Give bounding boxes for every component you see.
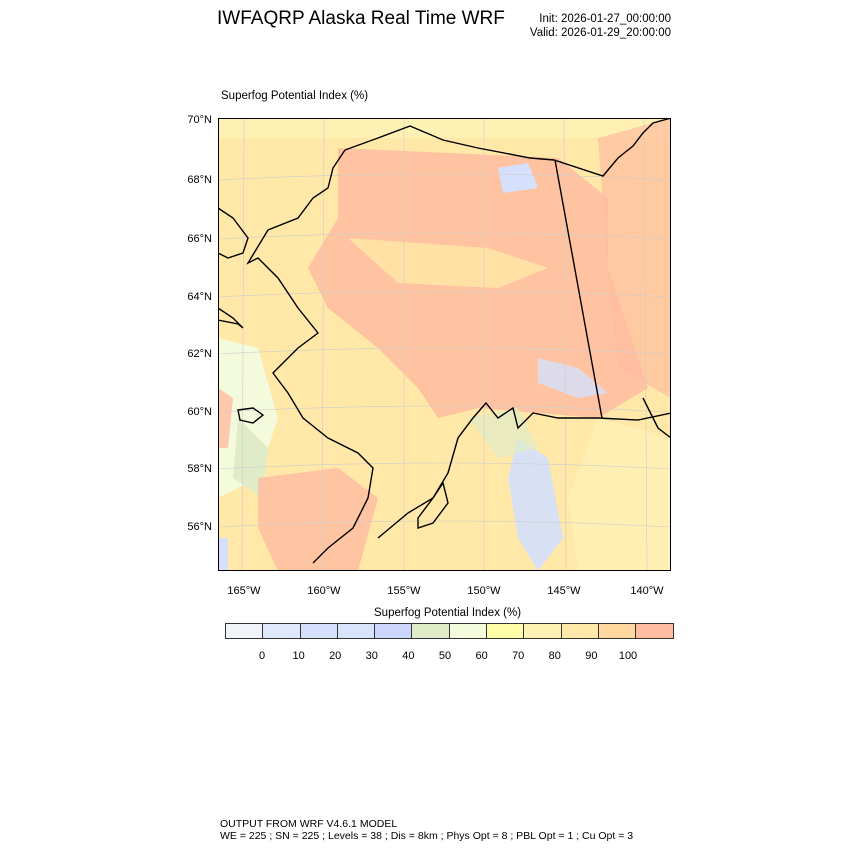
- colorbar-swatch: [375, 624, 413, 638]
- lat-label: 62°N: [187, 348, 212, 360]
- lon-label: 155°W: [387, 585, 421, 597]
- lon-label: 160°W: [307, 585, 341, 597]
- colorbar-swatch: [449, 624, 488, 638]
- lon-label: 140°W: [630, 585, 664, 597]
- colorbar-swatch: [300, 624, 338, 638]
- init-time: Init: 2026-01-27_00:00:00: [539, 13, 671, 25]
- colorbar-label: 100: [618, 650, 638, 662]
- colorbar: [225, 623, 674, 639]
- colorbar-swatch: [561, 624, 599, 638]
- graticule: [218, 118, 671, 571]
- border-line: [554, 159, 603, 419]
- lon-label: 150°W: [467, 585, 501, 597]
- lat-label: 64°N: [187, 291, 212, 303]
- lat-label: 60°N: [187, 406, 212, 418]
- field-shading: [218, 118, 671, 571]
- colorbar-label: 90: [585, 650, 598, 662]
- colorbar-label: 70: [512, 650, 525, 662]
- lat-label: 70°N: [187, 114, 212, 126]
- colorbar-swatch: [598, 624, 637, 638]
- lat-label: 68°N: [187, 174, 212, 186]
- colorbar-label: 80: [548, 650, 561, 662]
- colorbar-swatch: [636, 624, 673, 638]
- lat-label: 56°N: [187, 521, 212, 533]
- lat-label: 58°N: [187, 463, 212, 475]
- colorbar-label: 30: [365, 650, 378, 662]
- page-title: IWFAQRP Alaska Real Time WRF: [217, 8, 505, 29]
- plot-label: Superfog Potential Index (%): [221, 90, 369, 102]
- colorbar-label: 20: [329, 650, 342, 662]
- colorbar-swatch: [487, 624, 525, 638]
- colorbar-swatch: [524, 624, 562, 638]
- colorbar-swatch: [226, 624, 264, 638]
- colorbar-label: 50: [438, 650, 452, 662]
- colorbar-label: 40: [402, 650, 415, 662]
- lon-label: 165°W: [227, 585, 261, 597]
- lat-label: 66°N: [187, 233, 212, 245]
- colorbar-label: 60: [475, 650, 488, 662]
- colorbar-swatch: [263, 624, 301, 638]
- colorbar-label: 10: [292, 650, 305, 662]
- map-frame: [218, 118, 671, 571]
- valid-time: Valid: 2026-01-29_20:00:00: [529, 27, 671, 39]
- colorbar-title: Superfog Potential Index (%): [374, 607, 522, 619]
- footer-model: OUTPUT FROM WRF V4.6.1 MODEL: [220, 818, 398, 830]
- colorbar-swatch: [412, 624, 450, 638]
- coastline: [218, 118, 671, 564]
- footer-config: WE = 225 ; SN = 225 ; Levels = 38 ; Dis …: [220, 830, 634, 842]
- superfog-map: [218, 118, 671, 571]
- colorbar-swatch: [337, 624, 376, 638]
- lon-label: 145°W: [547, 585, 581, 597]
- colorbar-label: 0: [258, 650, 266, 662]
